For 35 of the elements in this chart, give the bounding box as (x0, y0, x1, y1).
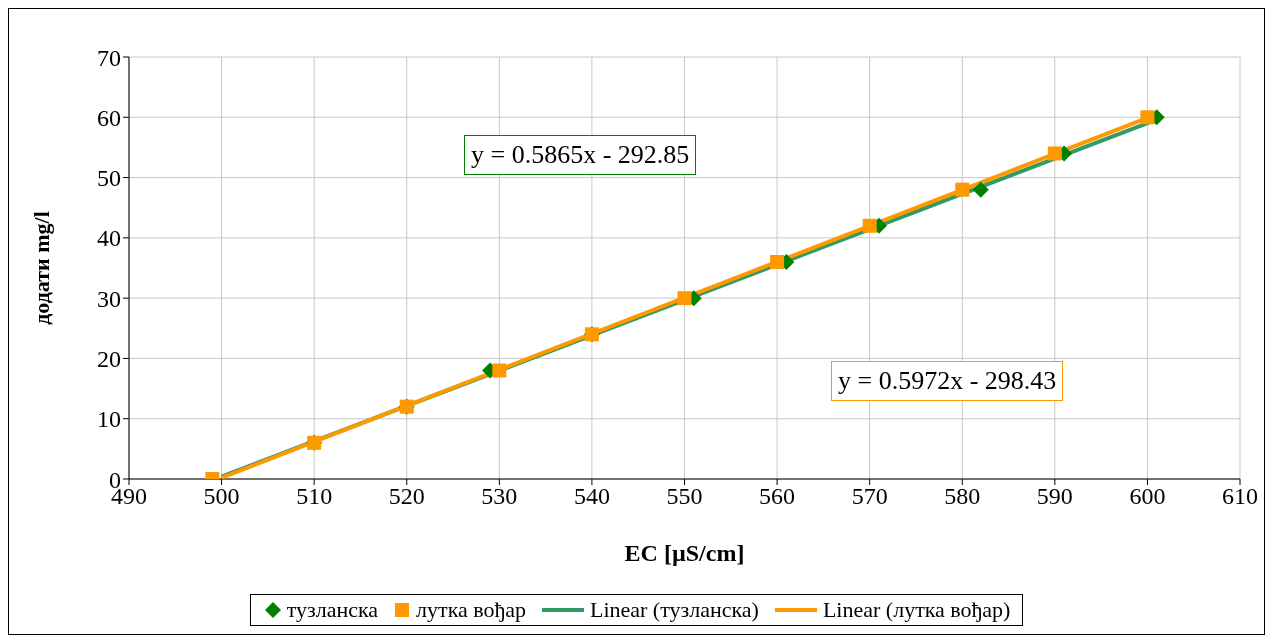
y-tick-label: 20 (97, 345, 121, 372)
y-axis-title: додати mg/l (28, 211, 54, 325)
x-tick-label: 560 (759, 483, 796, 510)
legend-label: лутка вођар (416, 597, 526, 623)
y-tick-label: 40 (97, 225, 121, 252)
point (677, 291, 692, 306)
x-tick-label: 600 (1129, 483, 1166, 510)
legend-label: тузланска (286, 597, 379, 623)
point (955, 182, 970, 197)
x-tick-label: 580 (944, 483, 981, 510)
x-tick-label: 520 (388, 483, 425, 510)
point (972, 181, 989, 198)
x-tick-label: 530 (481, 483, 518, 510)
x-tick-label: 610 (1222, 483, 1258, 510)
point (1047, 146, 1062, 161)
x-tick-label: 570 (851, 483, 888, 510)
x-tick-label: 550 (666, 483, 703, 510)
y-tick-label: 50 (97, 165, 121, 192)
legend-label: Linear (лутка вођар) (822, 597, 1011, 623)
x-tick-label: 510 (296, 483, 333, 510)
x-tick-label: 500 (203, 483, 240, 510)
point (1140, 110, 1155, 125)
annotation: y = 0.5865x - 292.85 (464, 135, 697, 175)
y-tick-label: 10 (97, 406, 121, 433)
y-tick-label: 70 (97, 44, 121, 71)
y-tick-label: 30 (97, 285, 121, 312)
point (492, 363, 507, 378)
point (862, 218, 877, 233)
annotation: y = 0.5972x - 298.43 (831, 361, 1064, 401)
y-tick-label: 60 (97, 104, 121, 131)
x-tick-label: 540 (573, 483, 610, 510)
legend-label: Linear (тузланска) (589, 597, 759, 623)
x-axis-title: EC [µS/cm] (624, 540, 745, 566)
point (770, 254, 785, 269)
x-tick-label: 590 (1036, 483, 1073, 510)
